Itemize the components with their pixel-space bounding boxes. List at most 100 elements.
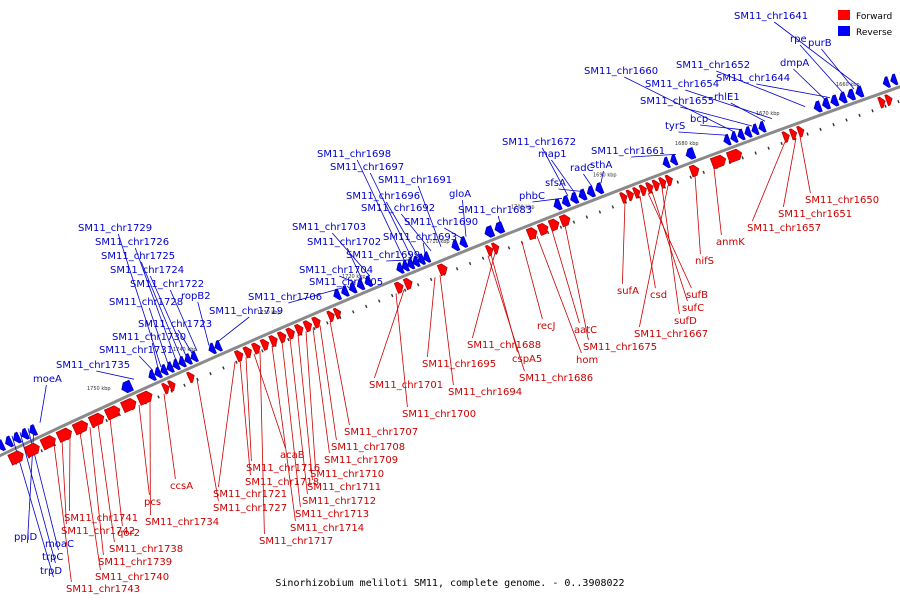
forward-gene-arrow — [326, 310, 335, 323]
forward-gene-arrow — [436, 263, 448, 277]
forward-gene-arrow — [186, 371, 195, 384]
reverse-gene-label: SM11_chr1730 — [112, 332, 186, 343]
leader-line — [96, 370, 135, 380]
backbone-tick — [157, 395, 160, 399]
forward-gene-arrow — [664, 174, 673, 187]
reverse-gene-label: SM11_chr1703 — [292, 222, 366, 233]
reverse-gene-label: SM11_chr1683 — [458, 205, 532, 216]
reverse-gene-label: purB — [808, 38, 832, 49]
genome-backbone — [0, 85, 900, 458]
leader-line — [346, 247, 363, 280]
reverse-gene-label: tyrS — [665, 121, 685, 132]
reverse-gene-arrow — [148, 369, 157, 381]
leader-line — [631, 153, 677, 158]
leader-line — [395, 293, 408, 408]
scale-label: 1710 kbp — [426, 239, 450, 245]
reverse-gene-arrow — [813, 100, 823, 113]
backbone-tick — [390, 293, 394, 298]
leader-line — [756, 83, 831, 99]
reverse-gene-label: phbC — [519, 191, 545, 202]
reverse-gene-arrow — [890, 73, 899, 86]
forward-gene-label: anmK — [716, 237, 745, 248]
reverse-gene-arrow — [406, 257, 416, 270]
leader-line — [639, 195, 656, 289]
reverse-gene-label: bcp — [690, 114, 708, 125]
leader-line — [53, 444, 72, 583]
backbone-tick — [261, 349, 264, 353]
leader-line — [385, 201, 419, 257]
reverse-gene-arrow — [882, 76, 891, 88]
forward-gene-label: SM11_chr1657 — [747, 223, 821, 234]
forward-gene-arrow — [242, 346, 252, 359]
forward-gene-arrow — [136, 390, 153, 406]
reverse-gene-label: ppiD — [14, 532, 37, 543]
genome-caption: Sinorhizobium meliloti SM11, complete ge… — [275, 578, 624, 589]
leader-line — [713, 168, 722, 236]
reverse-gene-arrow — [154, 366, 163, 379]
scale-label: 1740 kbp — [173, 347, 197, 353]
leader-line — [117, 233, 162, 368]
backbone-tick — [403, 288, 407, 292]
leader-line — [685, 89, 773, 120]
reverse-gene-arrow — [208, 342, 217, 355]
scale-label: 1750 kbp — [87, 386, 111, 392]
leader-line — [169, 289, 198, 352]
backbone-tick — [326, 321, 329, 325]
forward-gene-label: SM11_chr1734 — [145, 517, 219, 528]
leader-line — [462, 199, 467, 237]
reverse-gene-arrow — [5, 435, 15, 448]
leader-line — [61, 440, 67, 525]
leader-line — [149, 275, 187, 356]
label-leader-lines — [11, 21, 861, 583]
reverse-gene-label: SM11_chr1655 — [640, 96, 714, 107]
reverse-gene-label: SM11_chr1698 — [317, 149, 391, 160]
forward-gene-label: cspA5 — [512, 354, 542, 365]
legend: Forward Reverse — [838, 10, 893, 38]
backbone-tick — [468, 261, 472, 266]
reverse-gene-label: dmpA — [780, 58, 809, 69]
reverse-gene-arrow — [685, 146, 697, 160]
backbone-tick — [40, 449, 44, 453]
leader-line — [305, 331, 316, 468]
leader-line — [439, 275, 454, 386]
reverse-gene-label: SM11_chr1731 — [99, 345, 173, 356]
reverse-gene-arrow — [166, 361, 175, 373]
forward-gene-arrow — [311, 316, 321, 329]
forward-gene-arrow — [638, 184, 647, 197]
reverse-gene-arrow — [830, 94, 840, 107]
leader-line — [312, 328, 330, 454]
reverse-gene-label: SM11_chr1728 — [109, 297, 183, 308]
reverse-gene-arrow — [178, 355, 187, 368]
leader-line — [541, 147, 569, 197]
forward-gene-arrow — [547, 218, 560, 232]
forward-gene-label: aatC — [574, 325, 597, 336]
leader-line — [289, 338, 308, 495]
leader-line — [319, 325, 337, 441]
leader-line — [624, 76, 736, 133]
reverse-gene-arrow — [13, 431, 23, 444]
forward-gene-arrow — [39, 435, 56, 451]
reverse-gene-label: SM11_chr1725 — [101, 251, 175, 262]
backbone-tick — [819, 127, 822, 132]
reverse-gene-label: SM11_chr1696 — [346, 191, 420, 202]
forward-gene-label: nifS — [695, 256, 714, 267]
reverse-gene-arrow — [396, 262, 405, 274]
reverse-gene-arrow — [412, 255, 421, 268]
reverse-gene-label: SM11_chr1654 — [645, 79, 719, 90]
forward-gene-arrow — [393, 281, 404, 294]
forward-gene-label: SM11_chr1709 — [324, 455, 398, 466]
forward-gene-arrow — [332, 307, 342, 320]
reverse-gene-arrow — [214, 339, 223, 352]
forward-gene-label: SM11_chr1675 — [583, 342, 657, 353]
forward-gene-label: SM11_chr1743 — [66, 584, 140, 595]
reverse-gene-arrow — [561, 195, 571, 208]
reverse-gene-arrow — [341, 285, 350, 297]
leader-line — [400, 213, 432, 252]
forward-gene-label: sufC — [682, 303, 704, 314]
leader-line — [69, 436, 71, 512]
forward-gene-label: sufA — [617, 286, 639, 297]
reverse-gene-label: SM11_chr1706 — [248, 292, 322, 303]
scale-label: 1700 kbp — [511, 205, 535, 211]
leader-line — [487, 255, 525, 372]
leader-line — [551, 159, 576, 194]
